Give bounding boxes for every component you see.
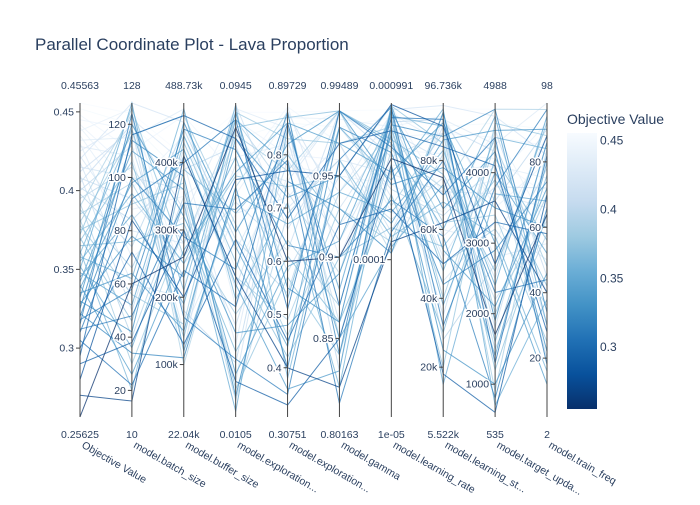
axis-min-label: 22.04k	[168, 429, 200, 441]
record-line	[79, 109, 548, 352]
record-line	[79, 157, 548, 353]
axis-tick-label: 40	[114, 332, 126, 344]
axis-min-label: 0.0105	[220, 429, 252, 441]
axis-tick-label: 20	[529, 353, 541, 365]
axis-min-label: 10	[126, 429, 138, 441]
axis-min-label: 1e-05	[378, 429, 405, 441]
axis-tick-label: 20	[114, 385, 126, 397]
axis-tick-label: 0.0001	[353, 254, 385, 266]
record-line	[79, 125, 548, 418]
axis-min-label: 0.30751	[269, 429, 307, 441]
record-line	[79, 108, 548, 365]
axis-tick-label: 0.8	[267, 149, 282, 161]
record-line	[79, 103, 548, 390]
axis-min-label: 2	[544, 429, 550, 441]
axis-tick-label: 0.7	[267, 203, 282, 215]
record-line	[79, 108, 548, 355]
record-line	[79, 107, 548, 286]
record-line	[79, 163, 548, 414]
axis-tick-label: 4000	[466, 167, 490, 179]
record-line	[79, 110, 548, 348]
record-line	[79, 108, 548, 309]
axis-tick-label: 0.4	[267, 362, 282, 374]
axis-max-label: 128	[123, 80, 141, 92]
axis-tick-label: 0.4	[59, 185, 74, 197]
record-line	[79, 154, 548, 402]
axis-min-label: 535	[486, 429, 504, 441]
axis-max-label: 0.99489	[320, 80, 358, 92]
colorbar-bar	[567, 133, 597, 409]
colorbar-tick-label: 0.4	[600, 202, 617, 216]
axis-tick-label: 0.45	[54, 106, 75, 118]
axis-max-label: 98	[541, 80, 553, 92]
axis-tick-label: 100	[108, 172, 126, 184]
colorbar-tick-label: 0.3	[600, 340, 617, 354]
axis-title: model.target_upda...	[495, 439, 584, 498]
axis-tick-label: 80	[529, 156, 541, 168]
axis-max-label: 0.000991	[369, 80, 413, 92]
axis-min-label: 0.25625	[61, 429, 99, 441]
axis-tick-label: 3000	[466, 238, 490, 250]
axis-min-label: 5.522k	[427, 429, 459, 441]
axis-tick-label: 40	[529, 287, 541, 299]
colorbar-tick-label: 0.35	[600, 271, 624, 285]
colorbar-tick-label: 0.45	[600, 134, 624, 148]
axis-tick-label: 80	[114, 225, 126, 237]
record-line	[79, 110, 548, 365]
axis-min-label: 0.80163	[320, 429, 358, 441]
record-line	[79, 126, 548, 368]
axis-tick-label: 60k	[420, 224, 438, 236]
axis-tick-label: 0.5	[267, 309, 282, 321]
record-line	[79, 103, 548, 380]
axis-tick-label: 0.3	[59, 343, 74, 355]
record-line	[79, 110, 548, 397]
axis-tick-label: 300k	[155, 224, 179, 236]
chart-title: Parallel Coordinate Plot - Lava Proporti…	[35, 35, 349, 54]
record-line	[79, 102, 548, 157]
record-line	[79, 128, 548, 332]
record-line	[79, 107, 548, 388]
axis-tick-label: 20k	[420, 362, 438, 374]
axis-max-label: 4988	[483, 80, 507, 92]
record-line	[79, 128, 548, 401]
axis-max-label: 488.73k	[165, 80, 203, 92]
polyline-layer	[79, 101, 548, 418]
axis-tick-label: 0.9	[319, 252, 334, 264]
axis-tick-label: 100k	[155, 359, 179, 371]
axis-max-label: 0.0945	[220, 80, 252, 92]
record-line	[79, 102, 548, 292]
axis-max-label: 0.45563	[61, 80, 99, 92]
record-line	[79, 208, 548, 349]
axis-tick-label: 0.95	[313, 170, 334, 182]
axis-tick-label: 60	[114, 278, 126, 290]
axis-tick-label: 1000	[466, 379, 490, 391]
record-line	[79, 121, 548, 385]
axis-tick-label: 200k	[155, 292, 179, 304]
axis-tick-label: 60	[529, 222, 541, 234]
colorbar-title: Objective Value	[567, 111, 664, 127]
record-line	[79, 110, 548, 340]
axis-tick-label: 120	[108, 119, 126, 131]
axis-tick-label: 2000	[466, 308, 490, 320]
axis-tick-label: 0.85	[313, 333, 334, 345]
record-line	[79, 117, 548, 386]
axis-tick-label: 0.6	[267, 256, 282, 268]
axis-tick-label: 80k	[420, 155, 438, 167]
axis-max-label: 0.89729	[269, 80, 307, 92]
axis-max-label: 96.736k	[425, 80, 463, 92]
record-line	[79, 115, 548, 357]
record-line	[79, 123, 548, 385]
axis-tick-label: 400k	[155, 157, 179, 169]
colorbar: Objective Value 0.3 0.35 0.4 0.45	[567, 111, 664, 409]
axis-tick-label: 0.35	[54, 264, 75, 276]
record-line	[79, 110, 548, 333]
record-line	[79, 102, 548, 333]
axis-tick-label: 40k	[420, 293, 438, 305]
